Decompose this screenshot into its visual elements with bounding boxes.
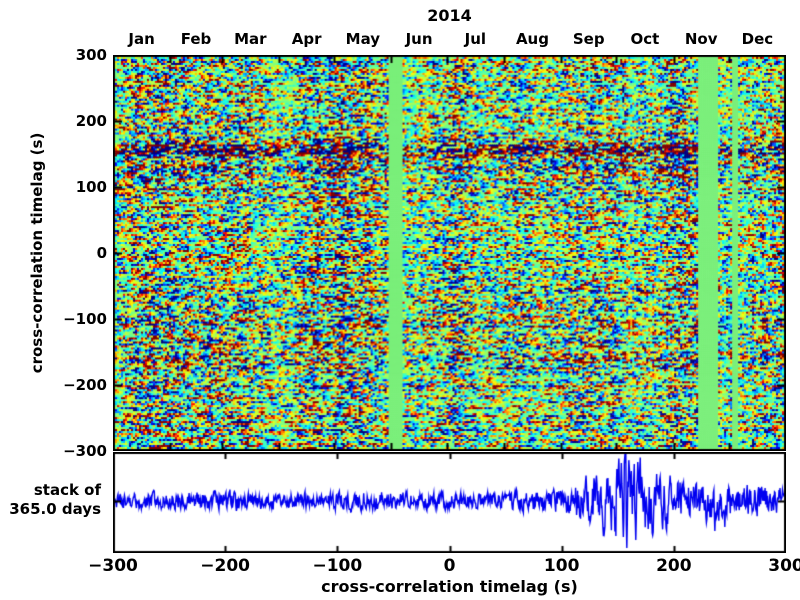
y-tick-label-0: 300 xyxy=(75,46,107,64)
month-label-may: May xyxy=(345,30,381,48)
correlation-heatmap xyxy=(113,55,786,451)
x-tick-label-4: 100 xyxy=(543,556,580,576)
month-label-apr: Apr xyxy=(291,30,322,48)
y-tick-label-5: −200 xyxy=(63,376,107,394)
month-label-mar: Mar xyxy=(234,30,267,48)
stack-label-line1: stack of xyxy=(33,481,101,499)
stack-label: stack of 365.0 days xyxy=(0,481,101,519)
y-tick-label-2: 100 xyxy=(75,178,107,196)
x-tick-label-0: −300 xyxy=(88,556,138,576)
month-label-jan: Jan xyxy=(128,30,155,48)
month-label-oct: Oct xyxy=(630,30,660,48)
plot-title: 2014 xyxy=(427,6,472,25)
x-tick-label-3: 0 xyxy=(443,556,456,576)
stack-trace-plot xyxy=(113,452,786,553)
x-tick-label-5: 200 xyxy=(656,556,692,576)
y-tick-label-4: −100 xyxy=(63,310,107,328)
month-label-feb: Feb xyxy=(180,30,212,48)
month-label-jul: Jul xyxy=(464,30,487,48)
month-label-nov: Nov xyxy=(684,30,718,48)
y-tick-label-1: 200 xyxy=(75,112,107,130)
x-axis-label: cross-correlation timelag (s) xyxy=(321,577,578,596)
x-tick-label-1: −200 xyxy=(200,556,251,576)
stack-label-line2: 365.0 days xyxy=(9,500,101,518)
month-label-sep: Sep xyxy=(572,30,605,48)
x-tick-label-2: −100 xyxy=(312,556,363,576)
month-label-aug: Aug xyxy=(515,30,549,48)
month-label-dec: Dec xyxy=(741,30,774,48)
x-tick-label-6: 300 xyxy=(768,556,800,576)
month-label-jun: Jun xyxy=(405,30,433,48)
y-tick-label-3: 0 xyxy=(96,244,107,262)
y-tick-label-6: −300 xyxy=(63,442,107,460)
